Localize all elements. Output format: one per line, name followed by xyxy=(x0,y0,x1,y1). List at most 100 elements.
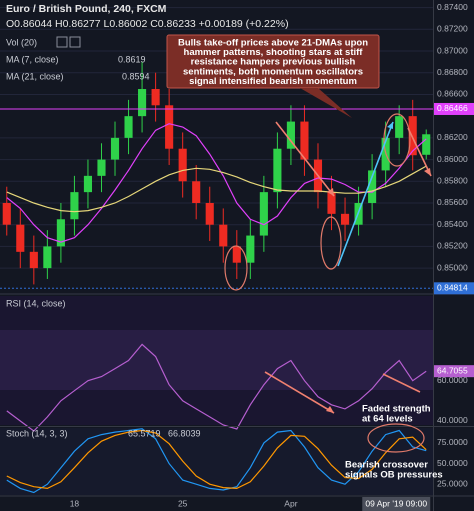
series-line xyxy=(6,343,427,432)
candle-body xyxy=(219,224,228,247)
y-tick-label: 0.86200 xyxy=(437,132,468,142)
x-tick-label: 18 xyxy=(70,498,80,508)
series-line xyxy=(6,165,427,213)
candle-body xyxy=(300,121,309,160)
price-label: 0.84814 xyxy=(437,283,468,293)
value-label-bg xyxy=(434,365,474,378)
candle-body xyxy=(165,105,174,149)
arrow-head xyxy=(326,406,334,413)
price-label-bg xyxy=(434,282,474,295)
y-tick-label: 50.0000 xyxy=(437,458,468,468)
candle-body xyxy=(395,116,404,138)
volume-legend: Vol (20) xyxy=(6,37,37,47)
candle-body xyxy=(368,170,377,203)
y-tick-label: 0.86800 xyxy=(437,67,468,77)
rsi-band xyxy=(0,330,433,390)
candle-body xyxy=(178,148,187,182)
y-tick-label: 0.85200 xyxy=(437,241,468,251)
series-line xyxy=(6,123,427,243)
ma-legend: MA (7, close) xyxy=(6,54,59,64)
symbol-title: Euro / British Pound, 240, FXCM xyxy=(6,3,167,15)
highlight-ellipse xyxy=(367,423,425,453)
y-tick-label: 25.0000 xyxy=(437,478,468,488)
candle-body xyxy=(43,246,52,269)
candle-body xyxy=(340,213,350,225)
candle-body xyxy=(232,246,241,263)
ma-legend: MA (21, close) xyxy=(6,71,64,81)
highlight-ellipse xyxy=(224,245,248,291)
candle-body xyxy=(110,137,120,160)
annotation: Bearish crossover xyxy=(345,460,428,471)
crosshair-label: 09 Apr '19 09:00 xyxy=(365,498,427,508)
trend-arrow xyxy=(264,371,335,414)
stoch-k-value: 65.5719 xyxy=(128,428,161,438)
y-tick-label: 0.87000 xyxy=(437,45,468,55)
callout-box xyxy=(166,34,380,89)
crosshair-label-bg xyxy=(362,497,431,511)
price-label-bg xyxy=(434,102,474,115)
arrow-head xyxy=(424,168,431,176)
y-tick-label: 0.85600 xyxy=(437,197,468,207)
candle-body xyxy=(70,192,79,220)
ma-legend-value: 0.8619 xyxy=(118,54,146,64)
annotation: hammer patterns, shooting stars at stiff xyxy=(184,47,364,58)
y-tick-label: 40.0000 xyxy=(437,415,468,425)
y-tick-label: 75.0000 xyxy=(437,437,468,447)
candle-body xyxy=(56,219,65,247)
stoch-d-value: 66.8039 xyxy=(168,428,201,438)
stoch-panel xyxy=(0,428,433,495)
annotation: Bulls take-off prices above 21-DMAs upon xyxy=(178,38,368,49)
candle-body xyxy=(259,192,268,236)
callout-pointer xyxy=(300,88,352,118)
y-tick-label: 0.86600 xyxy=(437,89,468,99)
icon[interactable] xyxy=(56,36,68,48)
annotation: at 64 levels xyxy=(362,414,413,425)
candle-body xyxy=(29,251,38,269)
arrow-head xyxy=(327,188,334,196)
value-label: 64.7055 xyxy=(437,365,468,375)
candle-body xyxy=(327,192,336,214)
candle-body xyxy=(205,202,214,225)
annotation: signal intensified bearish momentum xyxy=(189,76,357,87)
trend-arrow xyxy=(337,121,394,267)
annotation: signals OB pressures xyxy=(345,470,443,481)
candle-body xyxy=(97,159,106,176)
series-line xyxy=(6,428,427,494)
stoch-legend: Stoch (14, 3, 3) xyxy=(6,428,68,438)
y-tick-label: 0.86000 xyxy=(437,154,468,164)
arrow-head xyxy=(387,122,393,129)
annotation: sentiments, both momentum oscillators xyxy=(183,66,363,77)
ohlc-legend: O0.86044 H0.86277 L0.86002 C0.86233 +0.0… xyxy=(6,18,289,30)
annotation: Faded strength xyxy=(362,404,431,415)
highlight-ellipse xyxy=(383,113,411,167)
candle-body xyxy=(246,235,255,263)
candle-body xyxy=(192,181,201,203)
y-tick-label: 0.87400 xyxy=(437,2,468,12)
x-tick-label: 25 xyxy=(178,498,188,508)
trend-arrow xyxy=(407,127,432,177)
icon[interactable] xyxy=(69,36,81,48)
candle-body xyxy=(124,116,133,138)
candle-body xyxy=(422,134,431,155)
y-tick-label: 0.85000 xyxy=(437,262,468,272)
marks-layer xyxy=(0,61,433,494)
candle-body xyxy=(83,175,93,193)
trend-arrow xyxy=(275,121,335,197)
price-label: 0.86466 xyxy=(437,103,468,113)
candle-body xyxy=(151,89,160,106)
y-tick-label: 0.85400 xyxy=(437,219,468,229)
y-tick-label: 60.0000 xyxy=(437,375,468,385)
candle-body xyxy=(286,121,295,149)
candle-body xyxy=(2,202,11,225)
candle-body xyxy=(138,89,147,117)
candle-body xyxy=(16,224,25,252)
series-line xyxy=(6,429,427,490)
candle-body xyxy=(273,148,282,193)
rsi-panel xyxy=(0,296,433,425)
ma-legend-value: 0.8594 xyxy=(122,71,150,81)
trend-arrow xyxy=(382,373,421,393)
rsi-legend: RSI (14, close) xyxy=(6,298,66,308)
highlight-ellipse xyxy=(320,216,342,270)
